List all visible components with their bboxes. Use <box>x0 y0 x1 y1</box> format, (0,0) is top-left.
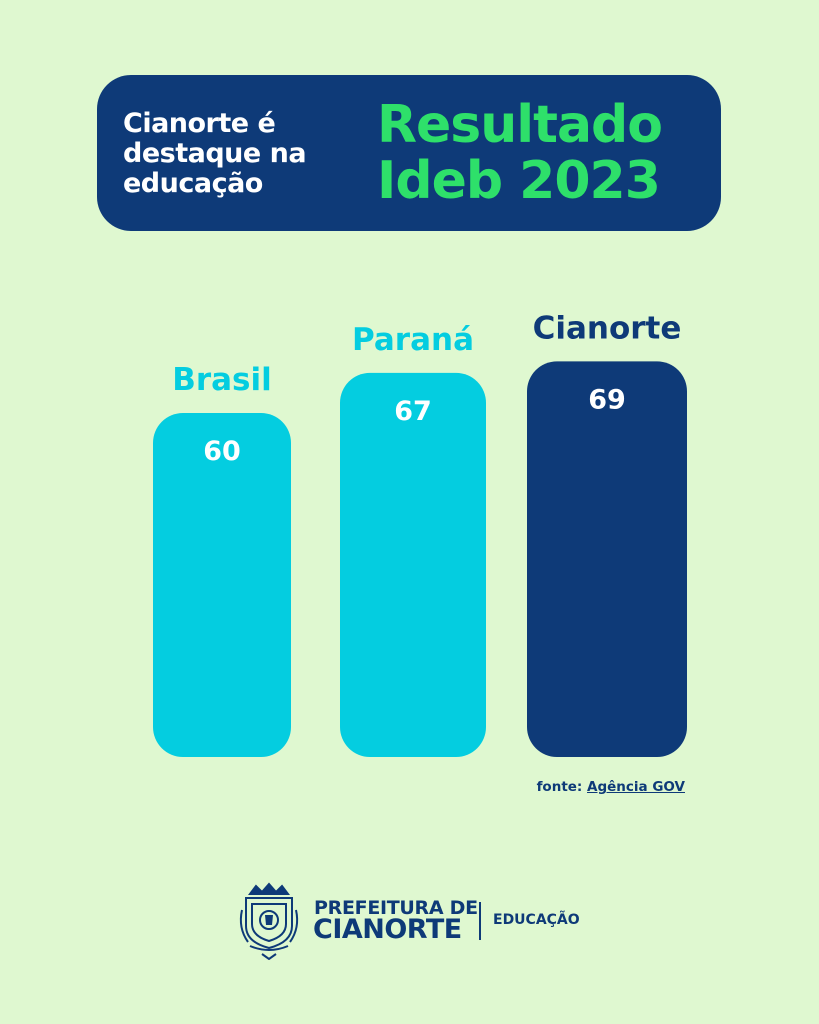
subtitle-line: Cianorte é <box>123 108 276 139</box>
subtitle-line: destaque na <box>123 138 307 169</box>
banner-subtitle: Cianorte é destaque na educação <box>123 109 363 199</box>
banner-title: Resultado Ideb 2023 <box>377 97 717 209</box>
bar-brasil <box>153 413 291 757</box>
footer: PREFEITURA DE CIANORTE EDUCAÇÃO <box>236 880 616 960</box>
bar-chart: 60 Brasil 67 Paraná 69 Cianorte <box>153 310 687 757</box>
category-label: Brasil <box>172 362 272 398</box>
source-note: fonte: Agência GOV <box>537 779 685 795</box>
source-link[interactable]: Agência GOV <box>587 779 685 795</box>
footer-divider <box>479 902 481 940</box>
bar-cianorte <box>527 361 687 757</box>
title-line: Ideb 2023 <box>377 151 661 211</box>
source-prefix: fonte: <box>536 779 588 795</box>
subtitle-line: educação <box>123 168 263 199</box>
department-label: EDUCAÇÃO <box>493 912 580 928</box>
category-label: Cianorte <box>533 310 682 346</box>
org-name: CIANORTE <box>313 914 462 945</box>
bar-value-label: 60 <box>203 436 241 467</box>
title-line: Resultado <box>377 95 663 155</box>
city-coat-of-arms-icon <box>239 882 299 960</box>
bar-value-label: 67 <box>394 396 432 427</box>
bar-paraná <box>340 372 486 757</box>
org-prefix: PREFEITURA DE <box>314 897 478 919</box>
bar-value-label: 69 <box>588 384 626 415</box>
category-label: Paraná <box>352 322 474 358</box>
header-banner: Cianorte é destaque na educação Resultad… <box>97 75 721 231</box>
